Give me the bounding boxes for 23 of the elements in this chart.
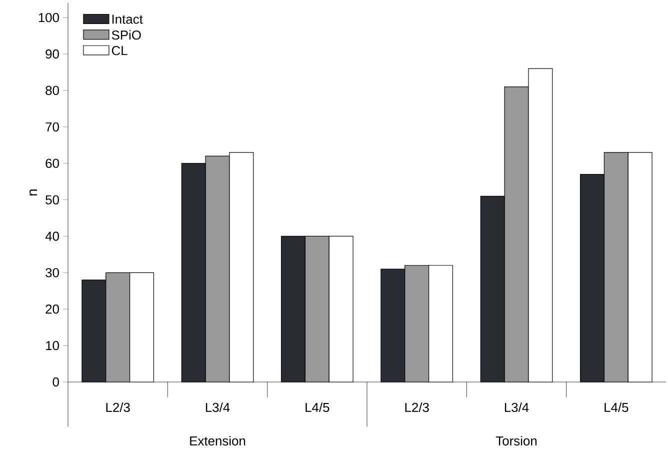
y-tick-label: 60 [46, 158, 59, 168]
legend-label: CL [112, 46, 128, 56]
x-tick-label: L3/4 [504, 402, 529, 412]
x-tick-label: L2/3 [405, 402, 429, 412]
y-tick-label: 10 [46, 340, 59, 350]
y-tick-label: 100 [38, 12, 59, 22]
y-tick-label: 40 [45, 232, 59, 241]
x-tick-label: L2/3 [106, 402, 130, 412]
y-tick-label: 80 [46, 86, 59, 96]
text: Extension [190, 436, 246, 446]
y-tick-label: 90 [46, 49, 59, 59]
y-tick-label: 70 [46, 122, 59, 132]
x-tick-label: L4/5 [306, 402, 330, 412]
y-tick-label: 50 [46, 195, 59, 204]
y-tick-label: 30 [46, 268, 59, 278]
legend-label: SPiO [112, 30, 141, 40]
text: Torsion [496, 436, 537, 446]
x-tick-label: L4/5 [604, 402, 628, 412]
legend-label: Intact [112, 14, 143, 24]
y-tick-label: 0 [52, 377, 59, 387]
y-axis-title: n [30, 190, 38, 196]
y-tick-label: 20 [46, 304, 59, 314]
x-tick-label: L3/4 [206, 402, 230, 412]
